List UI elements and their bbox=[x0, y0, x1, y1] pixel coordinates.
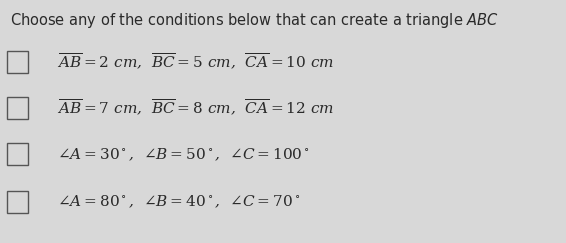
Bar bbox=[7, 143, 28, 165]
Text: Choose any of the conditions below that can create a triangle $\mathit{ABC}$: Choose any of the conditions below that … bbox=[10, 11, 499, 30]
Text: $\angle A = 30^\circ$,  $\angle B = 50^\circ$,  $\angle C = 100^\circ$: $\angle A = 30^\circ$, $\angle B = 50^\c… bbox=[57, 146, 310, 163]
Text: $\overline{AB} = 7$ cm,  $\overline{BC} = 8$ cm,  $\overline{CA} = 12$ cm: $\overline{AB} = 7$ cm, $\overline{BC} =… bbox=[57, 98, 333, 118]
Bar bbox=[7, 51, 28, 73]
Bar bbox=[7, 97, 28, 119]
Text: $\angle A = 80^\circ$,  $\angle B = 40^\circ$,  $\angle C = 70^\circ$: $\angle A = 80^\circ$, $\angle B = 40^\c… bbox=[57, 193, 300, 210]
Bar bbox=[7, 191, 28, 213]
Text: $\overline{AB} = 2$ cm,  $\overline{BC} = 5$ cm,  $\overline{CA} = 10$ cm: $\overline{AB} = 2$ cm, $\overline{BC} =… bbox=[57, 52, 333, 72]
